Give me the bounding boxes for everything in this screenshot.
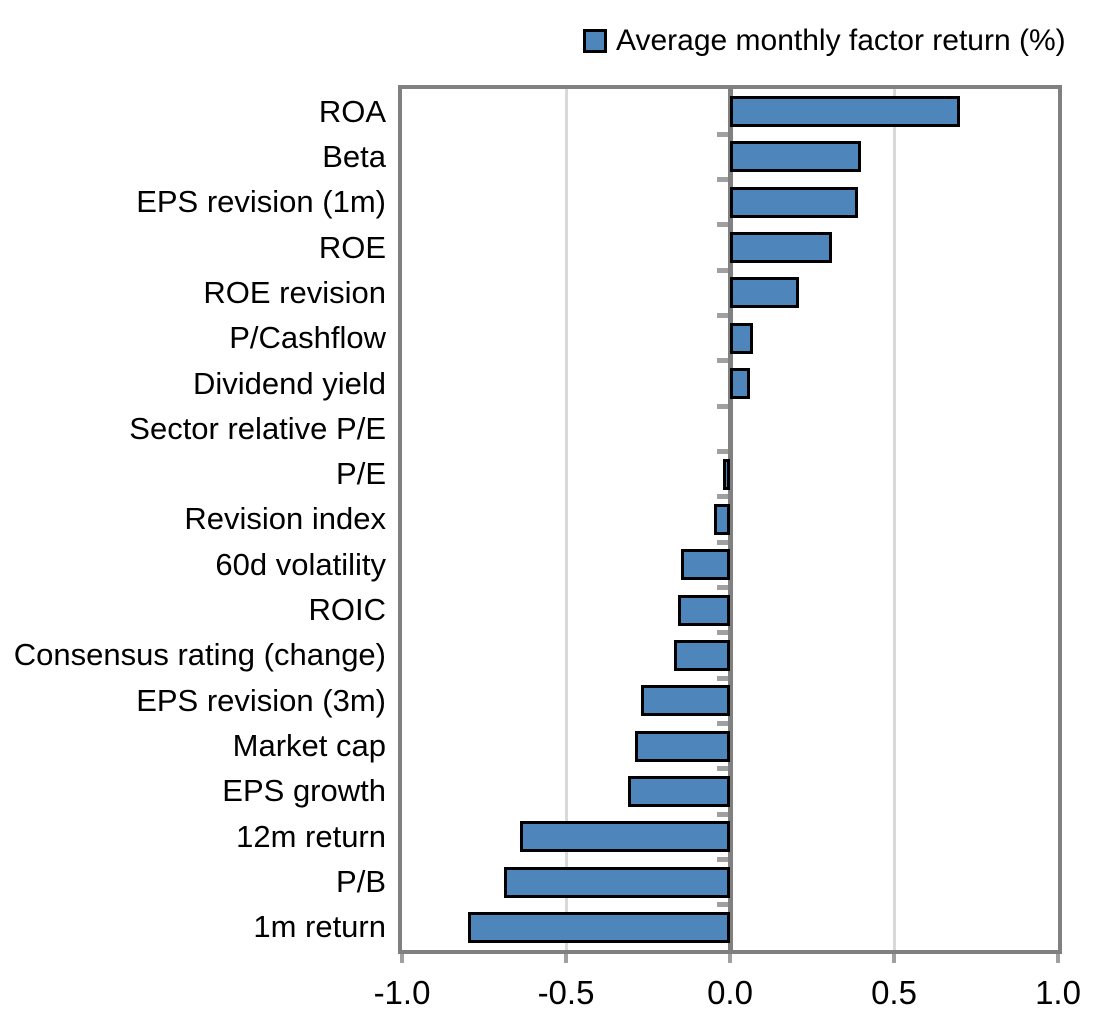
bar bbox=[634, 730, 730, 762]
gridline bbox=[892, 89, 896, 950]
category-label: P/B bbox=[336, 864, 386, 900]
category-label: Beta bbox=[322, 138, 386, 174]
category-tick bbox=[716, 267, 728, 273]
category-label: Revision index bbox=[184, 501, 386, 537]
category-tick bbox=[716, 539, 728, 545]
gridline bbox=[564, 89, 568, 950]
x-axis-tick bbox=[400, 954, 404, 963]
bar bbox=[467, 911, 730, 943]
category-tick bbox=[716, 584, 728, 590]
category-label: P/E bbox=[336, 456, 386, 492]
bar bbox=[730, 277, 799, 309]
category-label: EPS revision (1m) bbox=[136, 184, 386, 220]
category-tick bbox=[716, 766, 728, 772]
category-tick bbox=[716, 675, 728, 681]
bar bbox=[730, 322, 753, 354]
bar bbox=[674, 639, 730, 671]
legend-label: Average monthly factor return (%) bbox=[616, 24, 1066, 57]
bar bbox=[730, 186, 858, 218]
category-tick bbox=[716, 811, 728, 817]
category-label: Market cap bbox=[232, 728, 386, 764]
category-label: Consensus rating (change) bbox=[13, 637, 386, 673]
category-label: ROA bbox=[318, 93, 386, 129]
x-axis-tick bbox=[892, 954, 896, 963]
category-tick bbox=[716, 131, 728, 137]
bar bbox=[730, 96, 960, 128]
x-axis-label: -1.0 bbox=[373, 974, 431, 1011]
bar bbox=[730, 368, 750, 400]
bar bbox=[628, 775, 730, 807]
x-axis-label: 0.0 bbox=[707, 974, 753, 1011]
x-axis-tick bbox=[564, 954, 568, 963]
category-label: ROE bbox=[318, 229, 386, 265]
category-tick bbox=[716, 902, 728, 908]
category-tick bbox=[716, 720, 728, 726]
category-label: P/Cashflow bbox=[229, 320, 386, 356]
bar bbox=[730, 141, 862, 173]
x-axis-label: 1.0 bbox=[1035, 974, 1081, 1011]
bar bbox=[730, 232, 832, 264]
category-label: Sector relative P/E bbox=[129, 410, 386, 446]
category-label: Dividend yield bbox=[193, 365, 386, 401]
category-label: 1m return bbox=[253, 909, 386, 945]
category-label: EPS growth bbox=[222, 773, 386, 809]
legend-swatch-icon bbox=[583, 29, 607, 53]
category-tick bbox=[716, 403, 728, 409]
bar bbox=[641, 685, 730, 717]
bar bbox=[503, 866, 730, 898]
category-tick bbox=[716, 222, 728, 228]
category-label: ROIC bbox=[308, 592, 387, 628]
x-axis-tick bbox=[1056, 954, 1060, 963]
plot-area bbox=[398, 85, 1062, 954]
bar bbox=[680, 549, 730, 581]
bar bbox=[713, 504, 730, 535]
legend: Average monthly factor return (%) bbox=[583, 22, 1066, 60]
bar bbox=[723, 458, 730, 490]
x-axis-label: -0.5 bbox=[537, 974, 595, 1011]
category-tick bbox=[716, 630, 728, 636]
x-axis-label: 0.5 bbox=[871, 974, 917, 1011]
category-label: ROE revision bbox=[203, 274, 386, 310]
category-label: 12m return bbox=[236, 818, 386, 854]
bar bbox=[677, 594, 730, 626]
category-tick bbox=[716, 856, 728, 862]
category-label: 60d volatility bbox=[215, 546, 386, 582]
category-tick bbox=[716, 313, 728, 319]
x-axis-tick bbox=[728, 954, 732, 963]
category-tick bbox=[716, 494, 728, 500]
category-tick bbox=[716, 177, 728, 183]
bar bbox=[520, 821, 730, 853]
zero-axis bbox=[727, 89, 733, 950]
category-tick bbox=[716, 449, 728, 455]
plot-inner bbox=[402, 89, 1058, 950]
category-tick bbox=[716, 358, 728, 364]
category-label: EPS revision (3m) bbox=[136, 682, 386, 718]
